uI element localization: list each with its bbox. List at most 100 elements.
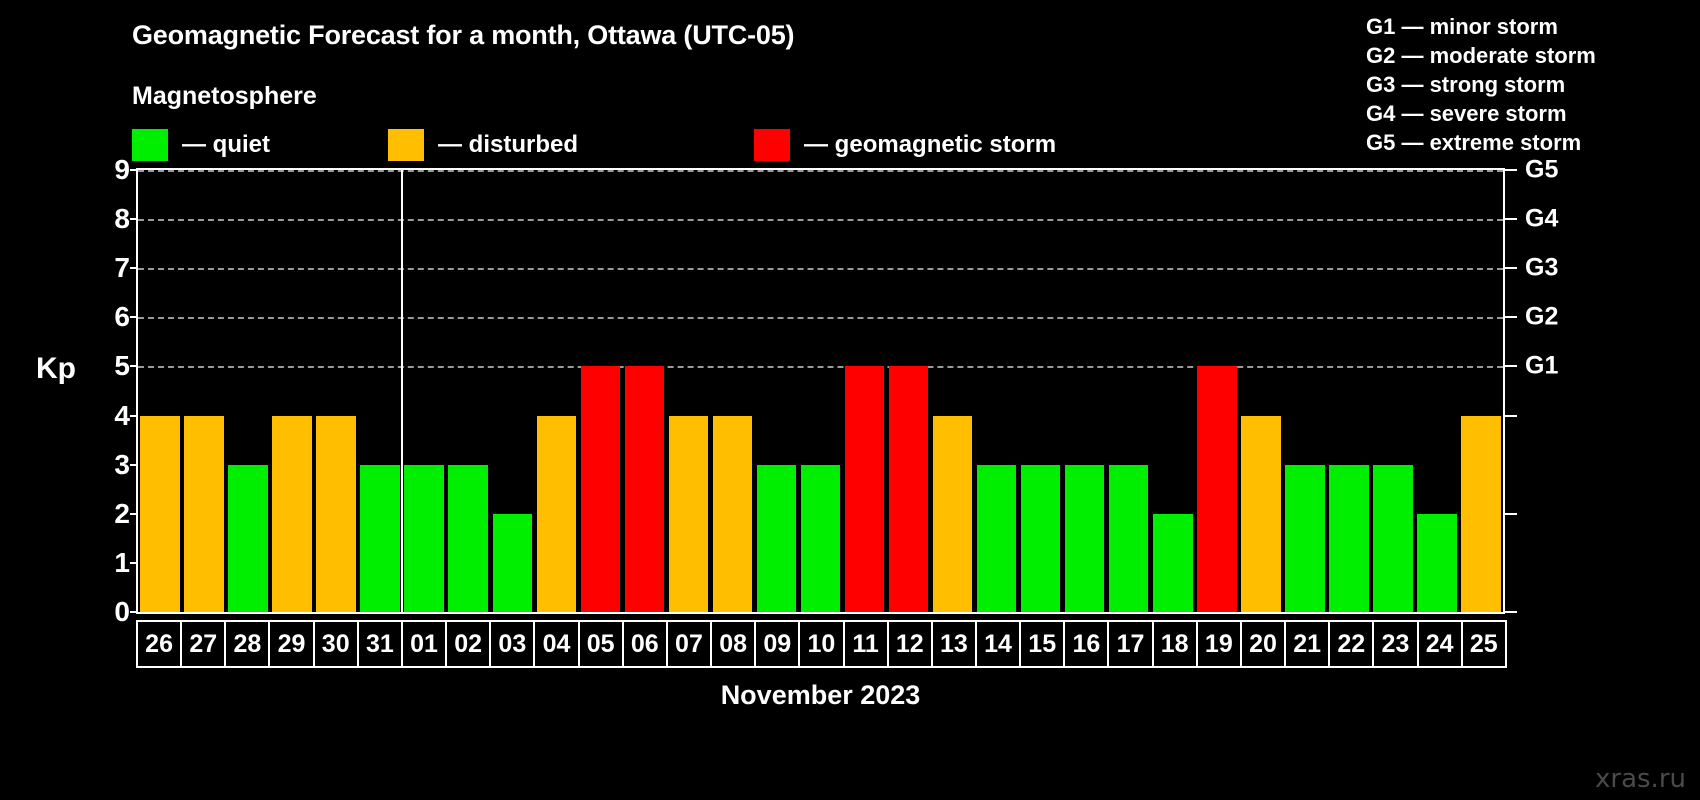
legend-swatch-quiet (132, 129, 168, 161)
y-axis-title: Kp (36, 352, 76, 385)
bars (138, 170, 1503, 612)
bar-day-18 (1152, 513, 1193, 612)
date-label-14: 14 (974, 620, 1022, 668)
g-tick-mark-g3 (1505, 267, 1517, 270)
plot-inner (138, 170, 1503, 612)
bar-day-17 (1108, 464, 1149, 612)
g-tick-mark-g2 (1505, 316, 1517, 319)
y-tick-label-0: 0 (114, 596, 130, 627)
gridline-kp-8 (138, 219, 1503, 222)
bar-day-15 (1020, 464, 1061, 612)
bar-day-02 (448, 464, 488, 612)
y-tick-label-8: 8 (114, 203, 130, 235)
y-tick-mark-2 (130, 512, 139, 515)
forecast-divider-line (401, 170, 404, 612)
date-label-13: 13 (930, 620, 977, 668)
y-tick-label-4: 4 (114, 399, 130, 431)
date-label-31: 31 (356, 620, 403, 668)
bar-day-13 (932, 415, 973, 612)
legend-item-geomagnetic-storm: — geomagnetic storm (754, 128, 1056, 162)
bar-day-25 (1461, 415, 1501, 612)
g-tick-mark-g1 (1505, 365, 1517, 368)
g-tick-label-g5: G5 (1525, 155, 1559, 184)
y-tick-label-5: 5 (114, 350, 130, 382)
y-tick-mark-9 (130, 169, 139, 171)
g-tick-mark-g5 (1505, 169, 1517, 171)
bar-day-30 (316, 415, 356, 612)
y-tick-label-9: 9 (114, 154, 130, 185)
bar-day-11 (844, 366, 885, 612)
legend-swatch-geomagnetic-storm (754, 129, 791, 161)
date-label-04: 04 (533, 620, 580, 668)
g-tick-label-g4: G4 (1525, 204, 1559, 233)
legend-item-disturbed: — disturbed (388, 128, 578, 162)
date-label-15: 15 (1019, 620, 1066, 668)
date-label-02: 02 (445, 620, 492, 668)
g-minor-tick-kp-4 (1505, 414, 1517, 417)
page-title: Geomagnetic Forecast for a month, Ottawa… (132, 20, 795, 50)
gridline-kp-5 (138, 366, 1503, 369)
bar-day-06 (624, 366, 665, 612)
bar-day-10 (800, 464, 841, 612)
legend-label-disturbed: — disturbed (438, 131, 579, 158)
bar-day-20 (1241, 415, 1281, 612)
g-tick-mark-g4 (1505, 218, 1517, 221)
bar-day-21 (1285, 464, 1325, 612)
date-label-26: 26 (136, 620, 183, 668)
y-tick-mark-0 (130, 611, 139, 613)
gscale-item-g5: G5 — extreme storm (1366, 130, 1582, 155)
legend-heading: Magnetosphere (132, 82, 317, 110)
gridline-kp-6 (138, 317, 1503, 320)
date-label-17: 17 (1107, 620, 1154, 668)
bar-day-23 (1373, 464, 1413, 612)
date-label-19: 19 (1195, 620, 1242, 668)
date-label-12: 12 (886, 620, 933, 668)
y-tick-mark-5 (130, 365, 139, 368)
date-label-25: 25 (1460, 620, 1507, 668)
y-axis: 0 1 2 3 4 5 6 7 8 9 (56, 154, 139, 627)
date-label-09: 09 (754, 620, 801, 668)
gscale-item-g3: G3 — strong storm (1366, 72, 1566, 97)
g-tick-label-g3: G3 (1525, 253, 1559, 282)
y-tick-label-3: 3 (114, 448, 130, 480)
y-tick-label-1: 1 (114, 546, 130, 578)
g-minor-tick-kp-0 (1505, 611, 1517, 613)
gridline-kp-7 (138, 268, 1503, 271)
watermark: xras.ru (1595, 764, 1686, 794)
bar-day-14 (976, 464, 1017, 612)
bar-day-27 (184, 415, 224, 612)
bar-day-19 (1197, 366, 1237, 612)
date-label-07: 07 (665, 620, 713, 668)
y-tick-mark-1 (130, 561, 139, 564)
date-label-03: 03 (489, 620, 536, 668)
date-label-10: 10 (798, 620, 845, 668)
bar-day-24 (1417, 513, 1457, 612)
bar-day-04 (536, 415, 577, 612)
bar-day-26 (140, 415, 180, 612)
gridline-kp-9 (138, 170, 1503, 172)
y-tick-label-7: 7 (114, 252, 130, 284)
date-label-01: 01 (400, 620, 448, 668)
gscale-item-g4: G4 — severe storm (1366, 101, 1567, 126)
date-label-20: 20 (1239, 620, 1287, 668)
date-label-23: 23 (1372, 620, 1419, 668)
date-label-06: 06 (621, 620, 668, 668)
date-label-18: 18 (1151, 620, 1198, 668)
y-tick-mark-3 (130, 463, 139, 466)
y-tick-mark-8 (130, 218, 139, 221)
date-axis: 26 27 28 29 30 31 01 02 03 04 05 06 07 08 09 10 11 12 13 14… (136, 620, 1507, 668)
legend-item-quiet: — quiet (132, 128, 270, 162)
bar-day-31 (360, 464, 400, 612)
date-label-11: 11 (842, 620, 889, 668)
legend-label-quiet: — quiet (182, 131, 270, 158)
g-tick-label-g1: G1 (1525, 351, 1559, 380)
y-tick-label-6: 6 (114, 301, 130, 333)
date-label-28: 28 (224, 620, 271, 668)
date-label-21: 21 (1284, 620, 1331, 668)
gscale-legend: G1 — minor storm G2 — moderate storm G3 — … (1266, 12, 1686, 157)
y-tick-mark-4 (130, 414, 139, 417)
bar-day-09 (756, 464, 797, 612)
date-label-27: 27 (180, 620, 227, 668)
bar-day-22 (1329, 464, 1369, 612)
date-label-24: 24 (1416, 620, 1463, 668)
